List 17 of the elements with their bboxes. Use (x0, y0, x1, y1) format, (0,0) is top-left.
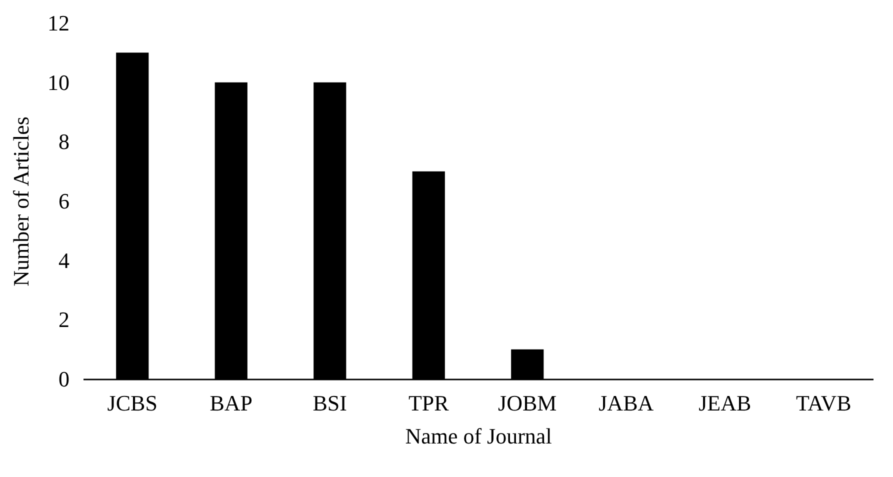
y-axis-title: Number of Articles (8, 116, 34, 286)
y-tick-label: 4 (58, 248, 70, 273)
x-tick-label: JABA (598, 390, 654, 416)
x-tick-label: TPR (408, 390, 450, 416)
x-tick-label: BSI (312, 390, 347, 416)
x-tick-label: JEAB (698, 390, 752, 416)
y-tick-label: 6 (58, 188, 70, 214)
y-tick-label: 10 (48, 70, 70, 95)
x-axis-title: Name of Journal (405, 424, 552, 448)
y-tick-label: 2 (58, 307, 70, 332)
x-tick-label: JCBS (107, 390, 158, 416)
y-tick-label: 12 (48, 10, 70, 36)
x-tick-label: JOBM (498, 390, 557, 416)
x-tick-label: TAVB (796, 390, 852, 416)
y-tick-label: 0 (58, 366, 70, 392)
y-tick-label: 8 (58, 129, 70, 154)
x-tick-label: BAP (210, 390, 253, 416)
